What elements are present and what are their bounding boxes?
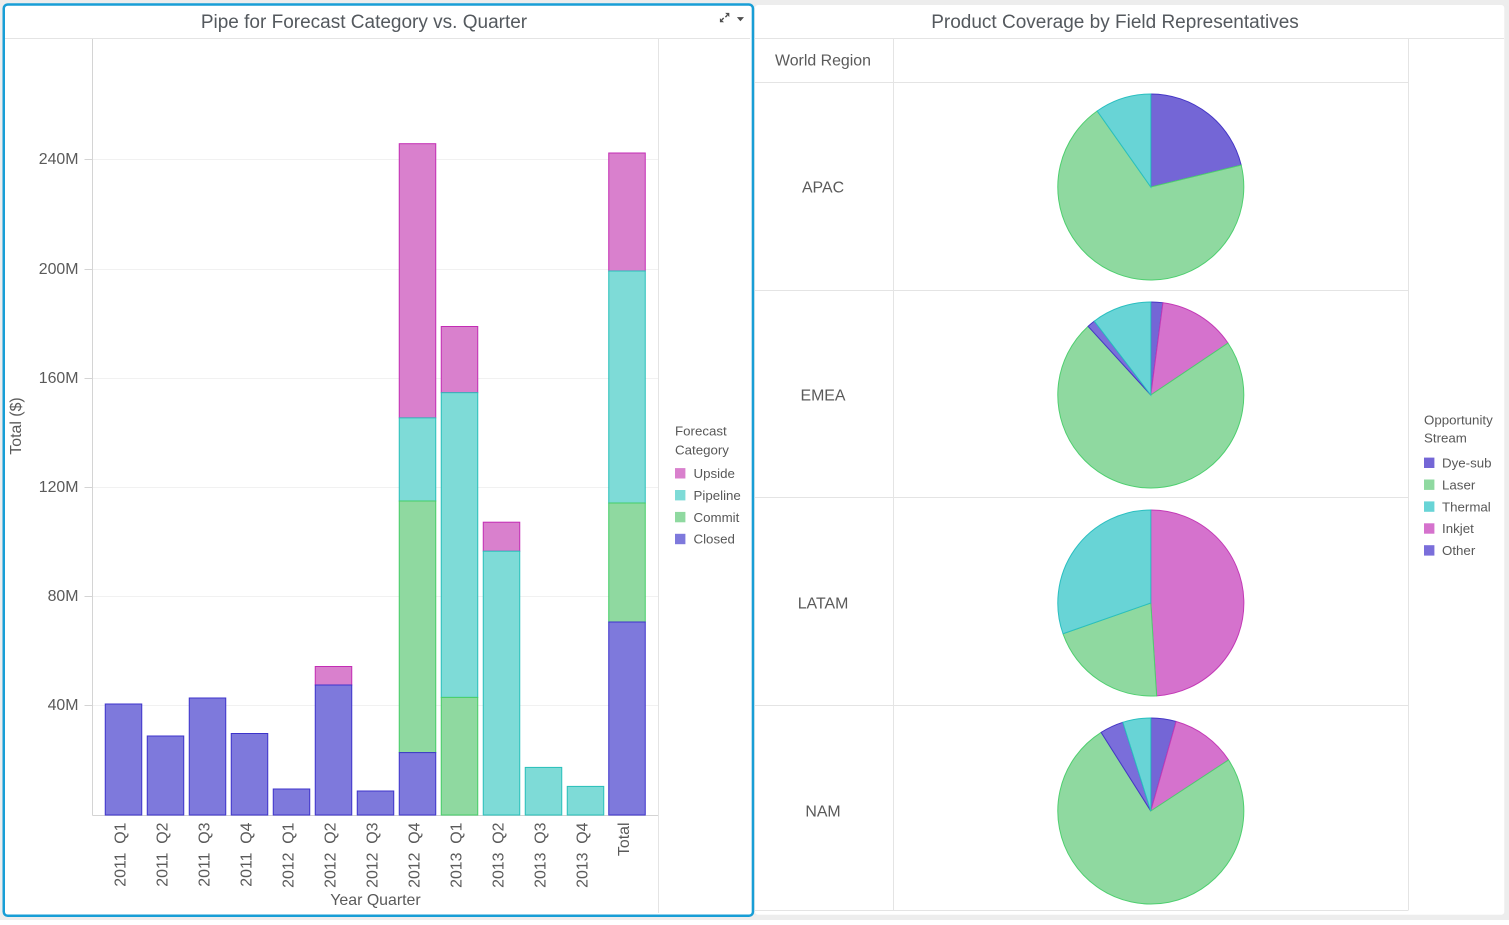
svg-text:Total: Total — [616, 823, 633, 857]
svg-text:2011 Q4: 2011 Q4 — [239, 822, 256, 886]
svg-text:2012 Q4: 2012 Q4 — [407, 822, 424, 888]
svg-text:Pipe for Forecast Category vs.: Pipe for Forecast Category vs. Quarter — [201, 12, 528, 33]
svg-text:2012 Q1: 2012 Q1 — [281, 822, 298, 888]
svg-text:Closed: Closed — [694, 532, 735, 547]
svg-text:Dye-sub: Dye-sub — [1442, 456, 1492, 471]
svg-text:APAC: APAC — [802, 180, 844, 197]
svg-text:Laser: Laser — [1442, 477, 1476, 492]
svg-text:Category: Category — [675, 443, 729, 458]
svg-text:120M: 120M — [39, 479, 79, 496]
svg-text:NAM: NAM — [805, 804, 840, 821]
svg-text:2012 Q3: 2012 Q3 — [365, 822, 382, 888]
svg-text:Stream: Stream — [1424, 431, 1467, 446]
svg-text:2013 Q1: 2013 Q1 — [449, 822, 466, 888]
svg-text:Opportunity: Opportunity — [1424, 413, 1493, 428]
svg-text:2013 Q2: 2013 Q2 — [491, 822, 508, 888]
svg-text:Inkjet: Inkjet — [1442, 521, 1474, 536]
svg-text:Other: Other — [1442, 543, 1476, 558]
svg-text:240M: 240M — [39, 151, 79, 168]
svg-text:Year Quarter: Year Quarter — [330, 892, 421, 909]
svg-text:Commit: Commit — [694, 510, 740, 525]
svg-text:Upside: Upside — [694, 466, 735, 481]
svg-text:Total ($): Total ($) — [8, 397, 25, 454]
svg-text:2013 Q4: 2013 Q4 — [575, 822, 592, 888]
svg-text:World Region: World Region — [775, 53, 871, 70]
svg-text:LATAM: LATAM — [798, 596, 849, 613]
svg-text:160M: 160M — [39, 370, 79, 387]
svg-text:2012 Q2: 2012 Q2 — [323, 822, 340, 888]
svg-text:2013 Q3: 2013 Q3 — [533, 822, 550, 888]
svg-text:200M: 200M — [39, 261, 79, 278]
svg-text:80M: 80M — [48, 588, 79, 605]
svg-text:Product Coverage by Field Repr: Product Coverage by Field Representative… — [931, 12, 1299, 33]
svg-text:40M: 40M — [48, 697, 79, 714]
svg-text:EMEA: EMEA — [800, 388, 845, 405]
svg-text:Thermal: Thermal — [1442, 499, 1491, 514]
svg-text:2011 Q1: 2011 Q1 — [113, 822, 130, 886]
svg-text:Forecast: Forecast — [675, 424, 727, 439]
svg-text:2011 Q2: 2011 Q2 — [155, 822, 172, 886]
svg-text:Pipeline: Pipeline — [694, 488, 741, 503]
svg-text:2011 Q3: 2011 Q3 — [197, 822, 214, 886]
